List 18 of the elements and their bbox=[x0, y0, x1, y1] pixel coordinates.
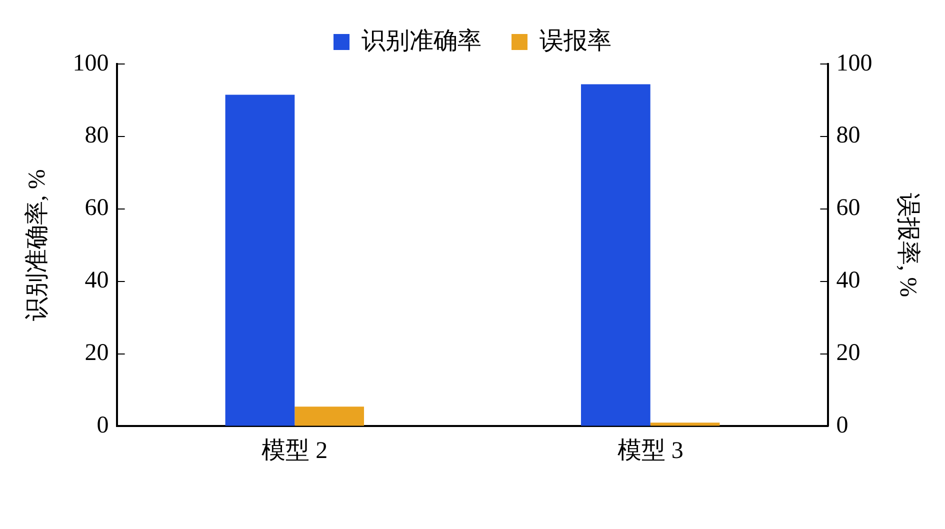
x-tick-label: 模型 3 bbox=[617, 438, 684, 464]
y-tick-label: 60 bbox=[84, 195, 109, 222]
y2-tick-label: 100 bbox=[836, 50, 872, 76]
y2-axis-title: 误报率, % bbox=[894, 193, 922, 298]
y-axis-title: 识别准确率, % bbox=[24, 169, 51, 322]
y-tick-label: 100 bbox=[72, 50, 109, 76]
y-tick-label: 20 bbox=[84, 340, 109, 366]
y2-tick-label: 0 bbox=[836, 412, 848, 438]
legend-label: 误报率 bbox=[540, 27, 612, 54]
y2-tick-label: 40 bbox=[836, 268, 860, 294]
y-tick-label: 80 bbox=[84, 122, 109, 149]
legend-label: 识别准确率 bbox=[362, 27, 482, 54]
y2-tick-label: 60 bbox=[836, 195, 860, 222]
y-tick-label: 40 bbox=[84, 268, 109, 294]
y-tick-label: 0 bbox=[96, 412, 109, 438]
y2-tick-label: 80 bbox=[836, 122, 860, 149]
x-tick-label: 模型 2 bbox=[262, 438, 328, 464]
y2-tick-label: 20 bbox=[836, 340, 860, 366]
